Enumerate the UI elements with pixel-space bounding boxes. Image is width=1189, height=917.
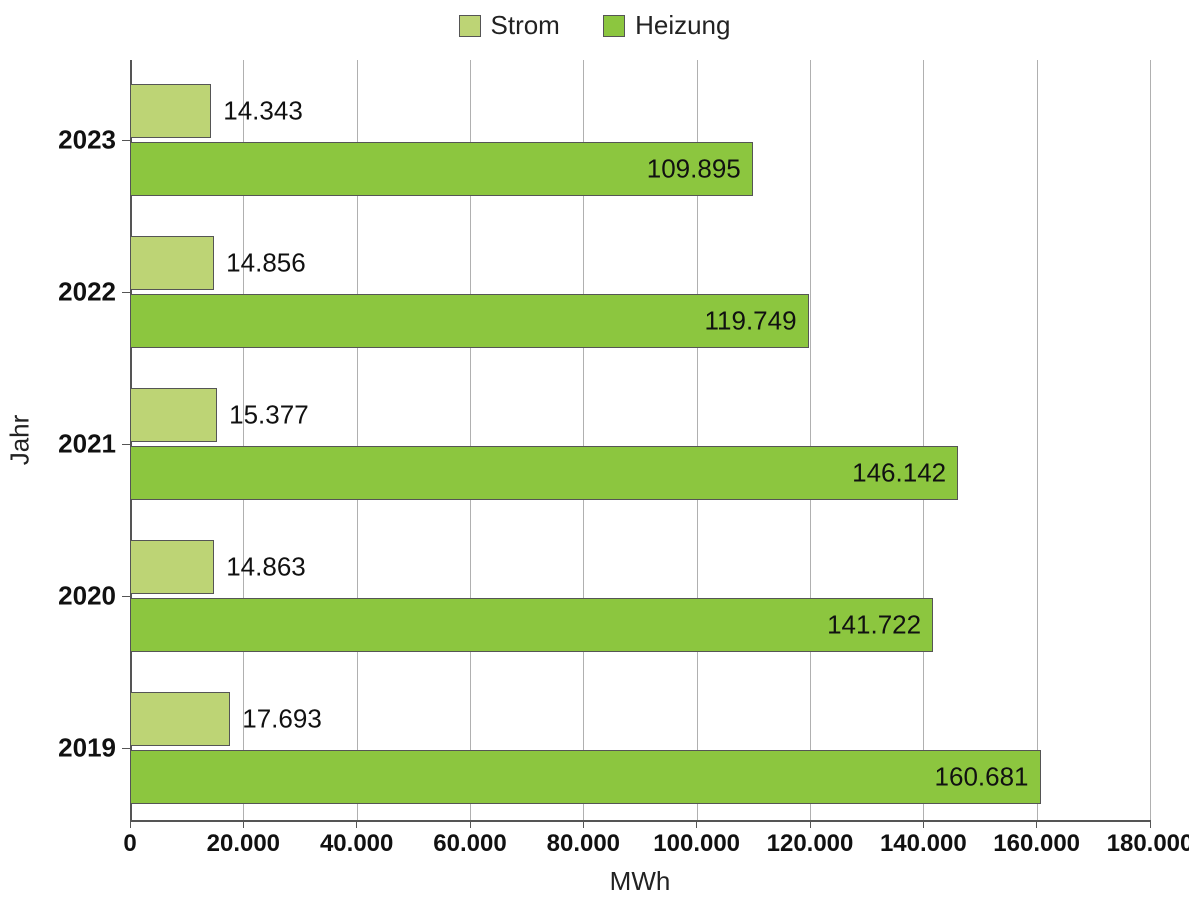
bar-value-label: 15.377: [229, 400, 309, 431]
x-tick-label: 180.000: [1107, 830, 1189, 858]
y-tick-mark: [122, 444, 130, 445]
bar-value-label: 14.856: [226, 248, 306, 279]
bar-strom: [130, 388, 217, 442]
x-tick-label: 140.000: [880, 830, 967, 858]
x-tick-label: 100.000: [653, 830, 740, 858]
bar-value-label: 160.681: [935, 762, 1029, 793]
bar-value-label: 14.863: [226, 552, 306, 583]
bar-value-label: 17.693: [242, 704, 322, 735]
legend-label-heizung: Heizung: [635, 10, 730, 41]
bar-heizung: [130, 750, 1041, 804]
bar-heizung: [130, 446, 958, 500]
bar-strom: [130, 692, 230, 746]
x-tick-label: 0: [123, 830, 136, 858]
legend-swatch-heizung: [603, 15, 625, 37]
bar-value-label: 119.749: [705, 306, 797, 337]
x-tick-label: 80.000: [547, 830, 620, 858]
legend: Strom Heizung: [0, 10, 1189, 44]
legend-item-heizung: Heizung: [603, 10, 730, 41]
bar-strom: [130, 84, 211, 138]
gridline: [923, 60, 924, 820]
x-tick-label: 60.000: [433, 830, 506, 858]
legend-label-strom: Strom: [491, 10, 560, 41]
y-tick-label: 2022: [58, 277, 116, 308]
bar-value-label: 109.895: [647, 154, 741, 185]
legend-item-strom: Strom: [459, 10, 560, 41]
x-tick-label: 20.000: [207, 830, 280, 858]
legend-swatch-strom: [459, 15, 481, 37]
y-axis-title: Jahr: [5, 415, 36, 466]
bar-value-label: 14.343: [223, 96, 303, 127]
gridline: [1150, 60, 1151, 820]
x-axis-title: MWh: [610, 866, 671, 897]
bar-value-label: 146.142: [852, 458, 946, 489]
bar-heizung: [130, 598, 933, 652]
bar-strom: [130, 540, 214, 594]
energy-bar-chart: Strom Heizung Jahr MWh 020.00040.00060.0…: [0, 0, 1189, 917]
y-tick-mark: [122, 596, 130, 597]
plot-area: Jahr MWh 020.00040.00060.00080.000100.00…: [130, 60, 1150, 820]
gridline: [1037, 60, 1038, 820]
bar-strom: [130, 236, 214, 290]
gridline: [810, 60, 811, 820]
x-tick-label: 120.000: [767, 830, 854, 858]
y-tick-label: 2021: [58, 429, 116, 460]
y-tick-label: 2020: [58, 581, 116, 612]
y-tick-mark: [122, 748, 130, 749]
x-tick-label: 160.000: [993, 830, 1080, 858]
y-tick-label: 2023: [58, 125, 116, 156]
y-tick-mark: [122, 292, 130, 293]
y-tick-mark: [122, 140, 130, 141]
y-tick-label: 2019: [58, 733, 116, 764]
x-tick-label: 40.000: [320, 830, 393, 858]
x-axis-line: [130, 820, 1150, 822]
bar-value-label: 141.722: [827, 610, 921, 641]
